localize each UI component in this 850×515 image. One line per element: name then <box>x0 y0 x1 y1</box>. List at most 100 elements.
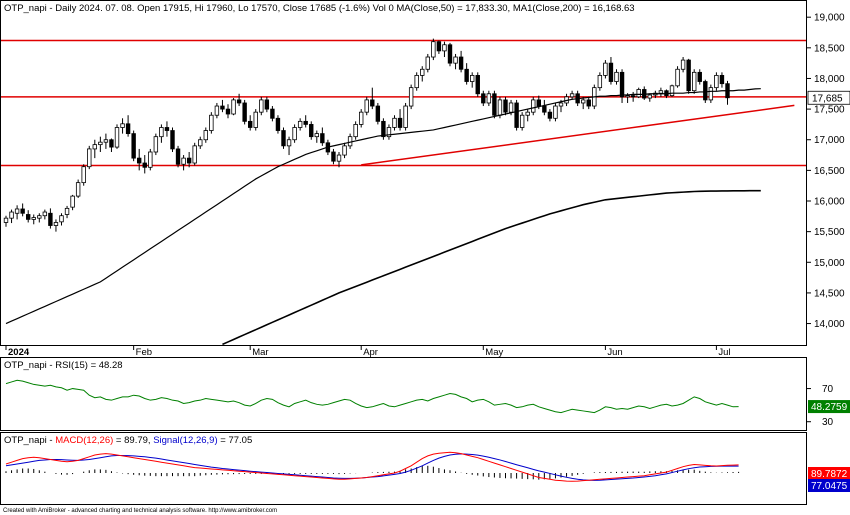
candle-body <box>553 105 558 119</box>
candle-body <box>469 75 475 82</box>
candle-body <box>370 99 375 107</box>
last-price-label: 17,685 <box>812 93 843 104</box>
candle-body <box>636 89 641 98</box>
candle-body <box>581 99 586 104</box>
candle-body <box>358 111 364 125</box>
candle-body <box>392 117 397 128</box>
candle-body <box>458 56 464 70</box>
candle-body <box>120 123 125 128</box>
candle-body <box>81 166 86 184</box>
candle-body <box>103 139 109 143</box>
candle-body <box>364 99 369 113</box>
candle-body <box>425 56 430 70</box>
candle-body <box>336 154 342 162</box>
ma200-line <box>222 189 761 346</box>
candle-body <box>436 41 442 52</box>
candle-body <box>3 217 9 223</box>
candle-body <box>503 99 508 113</box>
candle-body <box>9 211 14 219</box>
candle-body <box>492 93 497 116</box>
signal-badge: 77.0475 <box>808 479 850 492</box>
price-tick-label: 18,000 <box>814 74 845 85</box>
ma50-line <box>5 88 761 325</box>
candle-body <box>514 102 519 128</box>
candle-body <box>297 120 303 128</box>
price-pane[interactable]: 14,000 14,500 15,000 15,500 16,000 16,500 17,0… <box>0 0 850 359</box>
rsi-pane-border <box>0 357 807 431</box>
candle-body <box>347 136 353 147</box>
candle-body <box>486 93 492 104</box>
candle-body <box>536 99 541 107</box>
candle-body <box>647 94 652 99</box>
price-header: OTP_napi - Daily 2024. 07. 08. Open 1791… <box>4 3 635 14</box>
price-pane-border <box>0 0 807 346</box>
candle-body <box>375 105 381 122</box>
price-tick-label: 14,000 <box>814 319 845 330</box>
macd-line <box>5 451 739 482</box>
candle-body <box>25 214 31 220</box>
candle-body <box>192 145 197 164</box>
rsi-last-label: 48.2759 <box>811 402 848 413</box>
candlesticks <box>3 38 730 232</box>
candle-body <box>42 211 48 217</box>
candle-body <box>442 44 447 52</box>
candle-body <box>475 75 480 95</box>
rsi-axis-ticks: 70 30 <box>806 384 834 428</box>
price-tick-label: 17,000 <box>814 135 845 146</box>
x-tick-label: 2024 <box>8 347 30 358</box>
candle-body <box>414 75 419 89</box>
candle-body <box>198 139 203 147</box>
candle-body <box>625 95 630 98</box>
candle-body <box>186 157 192 164</box>
candle-body <box>142 162 147 168</box>
candle-body <box>159 127 164 138</box>
x-tick-label: Jul <box>718 347 730 358</box>
candle-body <box>481 93 486 104</box>
candle-body <box>686 59 691 92</box>
candle-body <box>92 144 97 150</box>
candle-body <box>131 133 136 159</box>
footer-credit: Created with AmiBroker - advanced charti… <box>3 508 277 514</box>
candle-body <box>136 157 142 164</box>
candle-body <box>680 59 686 70</box>
candle-body <box>98 141 103 146</box>
price-tick-label: 14,500 <box>814 288 845 299</box>
candle-body <box>719 75 725 85</box>
candle-body <box>20 208 25 214</box>
x-tick-label: May <box>485 347 503 358</box>
candle-body <box>37 215 42 219</box>
candle-body <box>403 105 408 128</box>
macd-badge: 89.7872 <box>808 467 850 480</box>
candle-body <box>209 114 214 131</box>
candle-body <box>31 217 36 220</box>
candle-body <box>608 62 614 82</box>
candle-body <box>692 71 697 92</box>
candle-body <box>181 157 186 165</box>
candle-body <box>220 105 225 110</box>
candle-body <box>253 111 258 128</box>
signal-last-label: 77.0475 <box>811 481 848 492</box>
candle-body <box>247 120 253 128</box>
rsi-pane[interactable]: 70 30 OTP_napi - RSI(15) = 48.28 48.2759 <box>0 357 850 431</box>
candle-body <box>148 151 153 168</box>
candle-body <box>59 215 64 223</box>
candle-body <box>431 41 436 58</box>
macd-pane[interactable]: OTP_napi - MACD(12,26) = 89.79, Signal(1… <box>0 432 850 505</box>
candle-body <box>281 130 286 147</box>
candle-body <box>464 68 469 82</box>
candle-body <box>153 136 159 153</box>
price-tick-label: 16,500 <box>814 166 845 177</box>
candle-body <box>447 44 453 64</box>
x-tick-label: Mar <box>252 347 268 358</box>
price-tick-label: 19,000 <box>814 13 845 24</box>
candle-body <box>669 85 675 97</box>
candle-body <box>87 148 92 168</box>
candle-body <box>264 99 270 110</box>
candle-body <box>225 108 231 115</box>
candle-body <box>558 102 564 107</box>
candle-body <box>303 120 308 125</box>
candle-body <box>231 99 236 115</box>
candle-body <box>614 71 619 82</box>
candle-body <box>214 105 220 116</box>
